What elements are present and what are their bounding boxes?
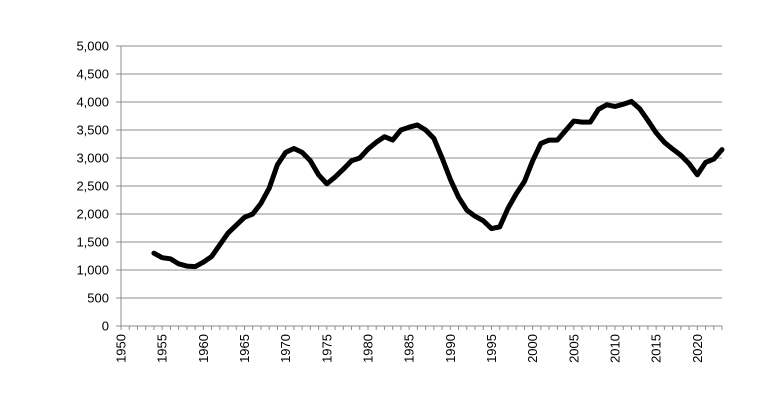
x-tick-label: 1955	[155, 334, 170, 363]
y-axis-tick-labels: 0 500 1,000 1,500 2,000 2,500 3,000 3,500 4,000 4…	[76, 39, 109, 334]
y-tick-label: 4,000	[76, 95, 109, 110]
y-tick-label: 2,500	[76, 179, 109, 194]
x-tick-label: 2015	[649, 334, 664, 363]
x-tick-label: 2020	[690, 334, 705, 363]
x-tick-label: 1950	[114, 334, 129, 363]
y-tick-label: 0	[102, 319, 109, 334]
x-tick-label: 1985	[402, 334, 417, 363]
x-tick-label: 1960	[196, 334, 211, 363]
axes	[116, 45, 723, 330]
gridlines	[121, 45, 722, 299]
x-tick-label: 1965	[237, 334, 252, 363]
x-tick-label: 1975	[319, 334, 334, 363]
x-tick-label: 2005	[566, 334, 581, 363]
y-tick-label: 4,500	[76, 67, 109, 82]
x-tick-label: 2010	[607, 334, 622, 363]
y-tick-label: 1,500	[76, 235, 109, 250]
series-group	[151, 98, 725, 270]
y-tick-label: 5,000	[76, 39, 109, 54]
y-tick-label: 1,000	[76, 263, 109, 278]
y-tick-label: 3,500	[76, 123, 109, 138]
x-tick-label: 1990	[443, 334, 458, 363]
series-line-0	[151, 98, 725, 270]
x-tick-label: 2000	[525, 334, 540, 363]
y-tick-label: 3,000	[76, 151, 109, 166]
y-tick-label: 500	[87, 291, 109, 306]
x-tick-label: 1980	[360, 334, 375, 363]
y-tick-label: 2,000	[76, 207, 109, 222]
x-axis-tick-labels: 1950 1955 1960 1965 1970 1975 1980 1985 1990 1995…	[114, 334, 705, 363]
x-tick-label: 1995	[484, 334, 499, 363]
x-tick-label: 1970	[278, 334, 293, 363]
